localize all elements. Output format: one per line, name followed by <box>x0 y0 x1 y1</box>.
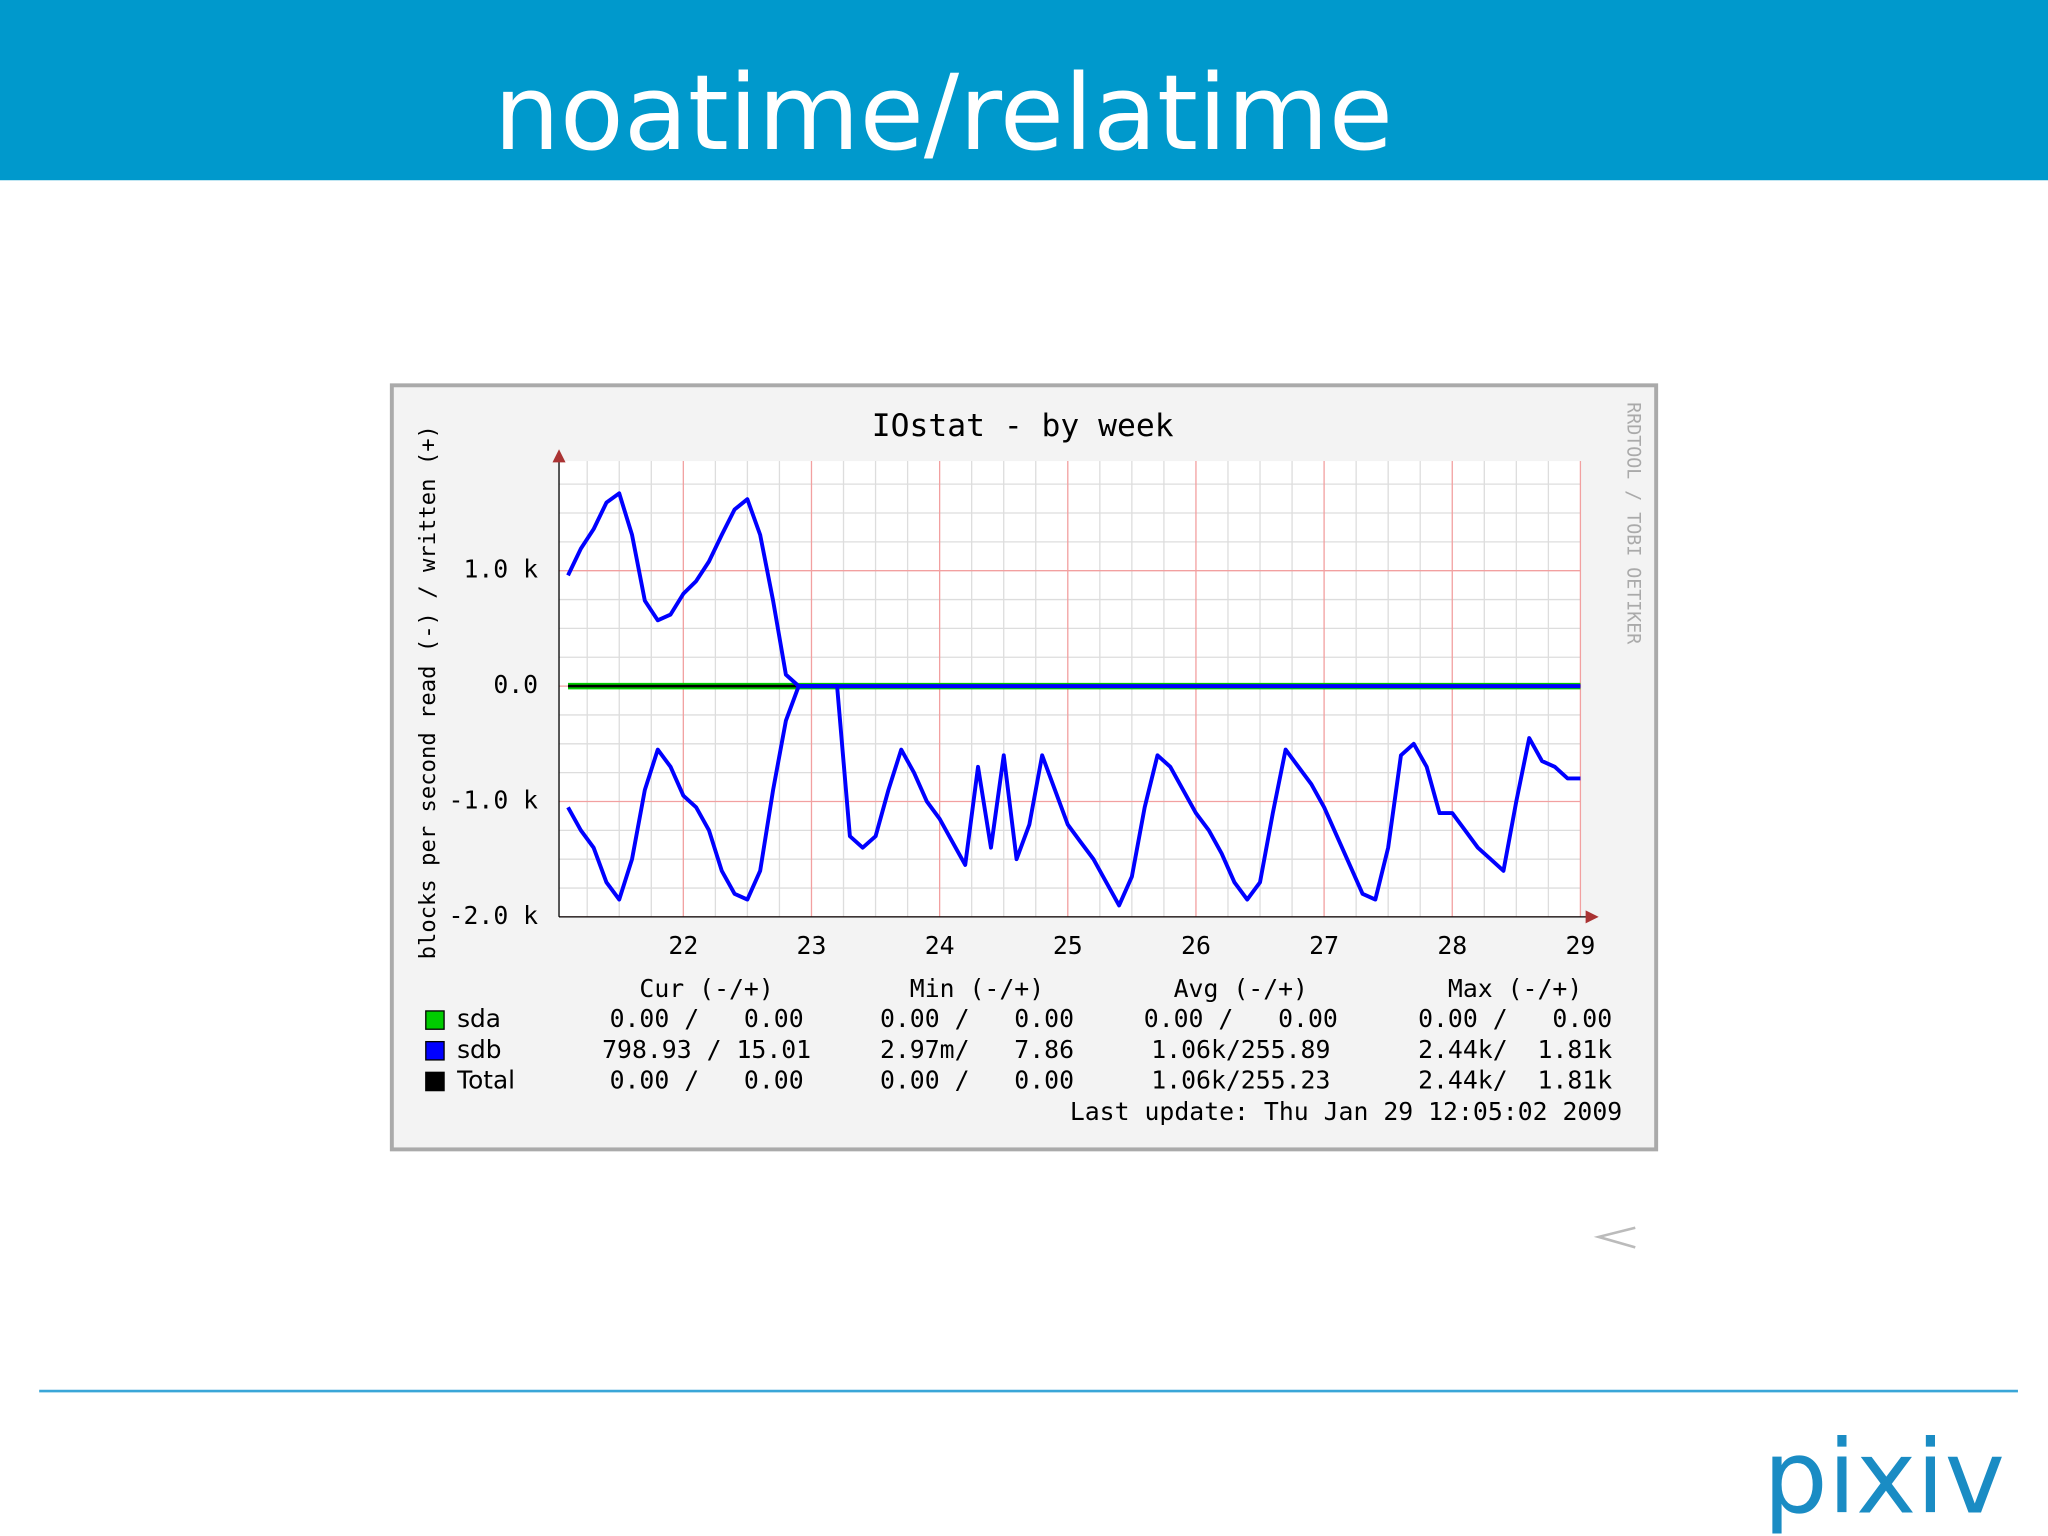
legend-column-header: Min (-/+) <box>910 974 1044 1003</box>
legend-stat: 0.00 / 0.00 <box>1144 1004 1338 1033</box>
legend-stat: 798.93 / 15.01 <box>602 1035 811 1064</box>
legend-stat: 0.00 / 0.00 <box>880 1004 1074 1033</box>
x-tick-label: 29 <box>1565 931 1595 960</box>
series-line-read <box>566 684 1581 908</box>
legend-stat: 0.00 / 0.00 <box>610 1065 804 1094</box>
y-tick-label: 1.0 k <box>463 555 538 584</box>
y-axis-label: blocks per second read (-) / written (+) <box>415 425 441 959</box>
chart-title: IOstat - by week <box>872 408 1174 444</box>
x-tick-label: 24 <box>925 931 955 960</box>
y-tick-label: -2.0 k <box>449 901 539 930</box>
legend-column-header: Max (-/+) <box>1448 974 1582 1003</box>
legend-label: sda <box>457 1004 501 1033</box>
legend-stat: 0.00 / 0.00 <box>880 1065 1074 1094</box>
legend-swatch <box>425 1040 445 1061</box>
legend-stat: 2.44k/ 1.81k <box>1418 1035 1612 1064</box>
y-arrow <box>552 449 566 463</box>
x-tick-label: 23 <box>797 931 827 960</box>
legend-label: sdb <box>457 1035 501 1064</box>
x-arrow <box>1585 910 1599 924</box>
y-tick-label: -1.0 k <box>449 785 539 814</box>
legend-stat: 2.97m/ 7.86 <box>880 1035 1074 1064</box>
legend-stat: 0.00 / 0.00 <box>610 1004 804 1033</box>
legend-stat: 1.06k/255.89 <box>1151 1035 1330 1064</box>
axes <box>552 449 1599 924</box>
slide-title: noatime/relatime <box>494 52 1393 174</box>
legend-stat: 0.00 / 0.00 <box>1418 1004 1612 1033</box>
header-band <box>0 0 2048 181</box>
last-update: Last update: Thu Jan 29 12:05:02 2009 <box>1070 1097 1622 1126</box>
x-tick-label: 22 <box>668 931 698 960</box>
logo: pixiv <box>1763 1418 2005 1536</box>
legend-column-header: Avg (-/+) <box>1174 974 1308 1003</box>
x-tick-label: 27 <box>1309 931 1339 960</box>
legend-swatch <box>425 1071 445 1092</box>
y-tick-label: 0.0 <box>493 670 538 699</box>
nav-arrow[interactable] <box>1593 1226 1636 1249</box>
legend-stat: 1.06k/255.23 <box>1151 1065 1330 1094</box>
series-line <box>566 491 1581 689</box>
legend-label: Total <box>456 1065 515 1094</box>
x-tick-label: 26 <box>1181 931 1211 960</box>
legend-column-header: Cur (-/+) <box>639 974 773 1003</box>
watermark: RRDTOOL / TOBI OETIKER <box>1623 402 1644 644</box>
x-tick-label: 25 <box>1053 931 1083 960</box>
legend-stat: 2.44k/ 1.81k <box>1418 1065 1612 1094</box>
x-tick-label: 28 <box>1437 931 1467 960</box>
legend-swatch <box>425 1010 445 1030</box>
lines <box>566 491 1581 908</box>
legend: Cur (-/+) Min (-/+) Avg (-/+) Max (-/+) sda 0… <box>425 974 1612 1094</box>
